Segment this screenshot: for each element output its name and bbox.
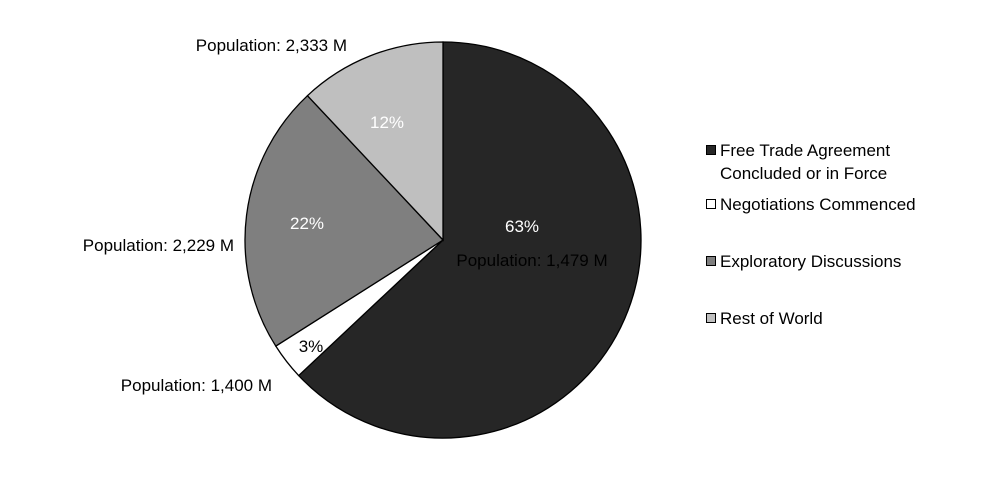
legend-item-negotiations: Negotiations Commenced	[706, 193, 996, 216]
legend-label: Negotiations Commenced	[720, 195, 916, 214]
legend-label: Rest of World	[720, 309, 823, 328]
population-label-exploratory: Population: 2,229 M	[83, 236, 234, 255]
legend-label: Free Trade Agreement Concluded or in For…	[720, 141, 891, 183]
chart-legend: Free Trade Agreement Concluded or in For…	[706, 139, 996, 330]
pie-slice-fta-concluded	[297, 41, 642, 439]
population-label-fta-concluded: Population: 1,479 M	[456, 251, 607, 270]
pie-labels: 63% Population: 1,479 M 3% Population: 1,40…	[83, 36, 608, 395]
legend-swatch	[706, 199, 716, 209]
pie-slices	[244, 41, 642, 439]
population-label-negotiations: Population: 1,400 M	[121, 376, 272, 395]
legend-item-rest-of-world: Rest of World	[706, 307, 996, 330]
pie-slice-exploratory	[244, 94, 445, 347]
legend-swatch	[706, 256, 716, 266]
percent-label-exploratory: 22%	[290, 214, 324, 233]
legend-label: Exploratory Discussions	[720, 252, 902, 271]
percent-label-rest-of-world: 12%	[370, 113, 404, 132]
legend-item-exploratory: Exploratory Discussions	[706, 250, 996, 273]
percent-label-negotiations: 3%	[299, 337, 324, 356]
legend-swatch	[706, 145, 716, 155]
percent-label-fta-concluded: 63%	[505, 217, 539, 236]
pie-slice-rest-of-world	[306, 41, 444, 242]
population-label-rest-of-world: Population: 2,333 M	[196, 36, 347, 55]
legend-swatch	[706, 313, 716, 323]
legend-item-fta-concluded: Free Trade Agreement Concluded or in For…	[706, 139, 996, 185]
